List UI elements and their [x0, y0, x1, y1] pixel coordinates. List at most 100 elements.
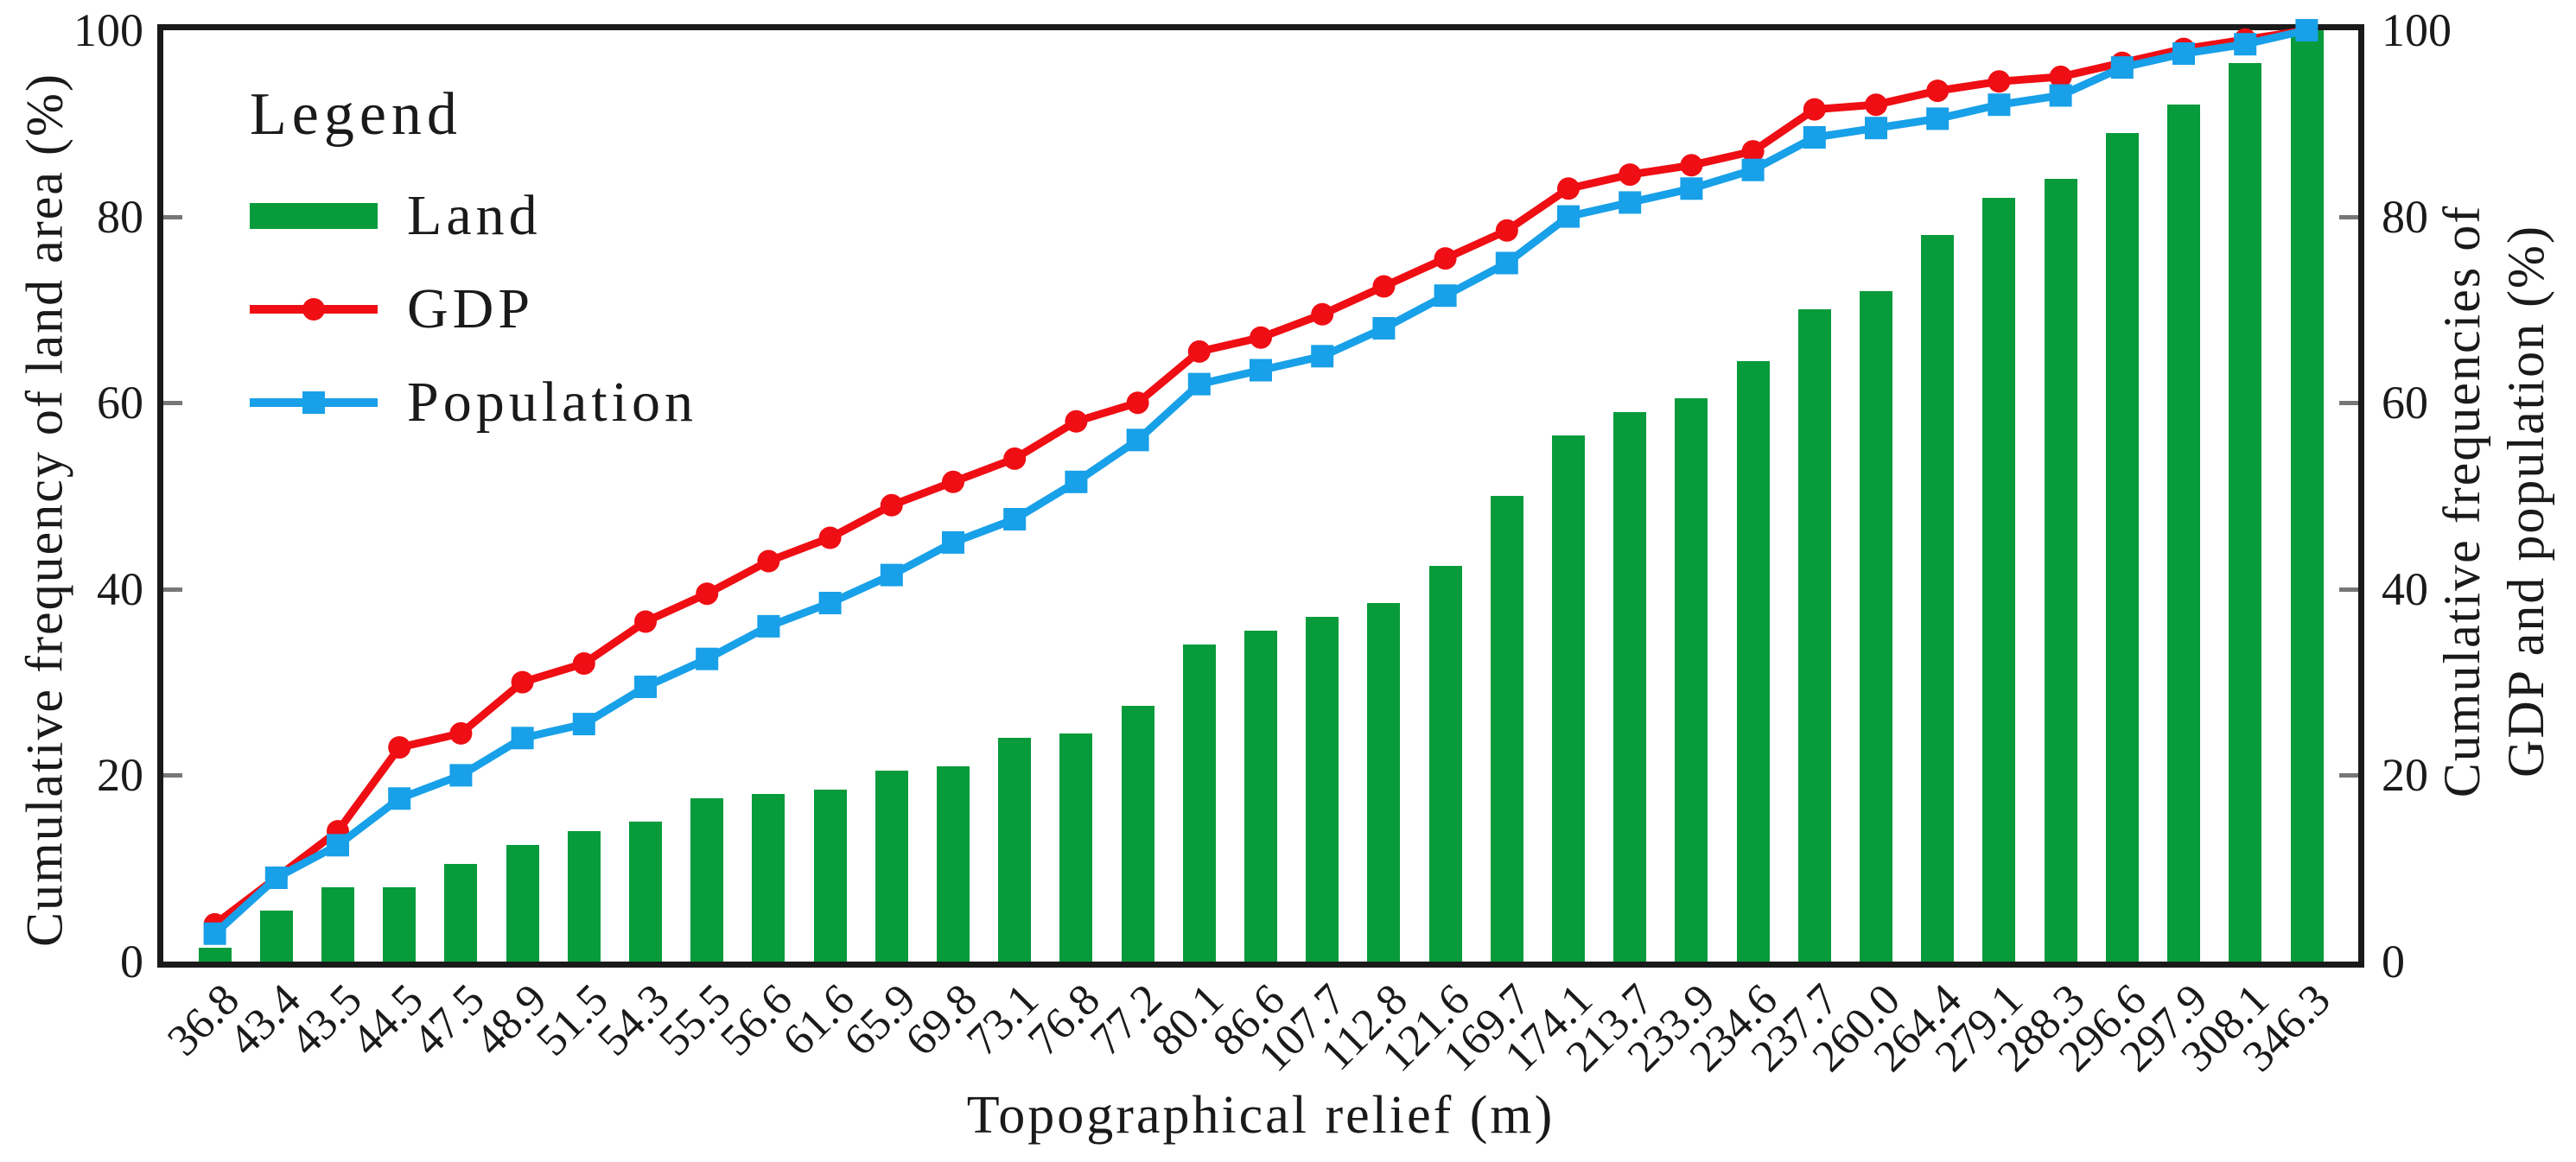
y-axis-right-tick-label: 0: [2382, 936, 2405, 987]
land-bar: [629, 822, 663, 962]
y-axis-title-right: Cumulative frequencies of GDP and popula…: [2430, 205, 2558, 797]
land-bar: [2105, 132, 2139, 962]
gdp-marker: [1926, 79, 1949, 103]
y-axis-title-right-line1: Cumulative frequencies of: [2433, 204, 2490, 798]
land-bar: [1736, 360, 1770, 962]
bar-slot: [1907, 30, 1969, 962]
legend-square-line-icon: [250, 384, 378, 421]
population-marker: [2234, 33, 2257, 56]
population-marker: [203, 922, 226, 945]
population-marker: [2049, 84, 2072, 107]
population-marker: [1065, 470, 1088, 493]
land-bar: [1367, 602, 1401, 962]
gdp-marker: [818, 526, 842, 549]
land-bar: [2044, 179, 2077, 962]
population-marker: [327, 834, 349, 857]
land-bar: [321, 886, 354, 962]
bar-slot: [1969, 30, 2030, 962]
y-axis-left-tick-label: 80: [97, 190, 143, 243]
axis-tickmark: [163, 773, 182, 778]
bar-slot: [1107, 30, 1168, 962]
gdp-marker: [1680, 154, 1703, 177]
land-bar: [1613, 411, 1647, 962]
land-bar: [1490, 496, 1523, 962]
y-axis-left-tick-label: 40: [97, 562, 143, 615]
bar-slot: [2276, 30, 2337, 962]
land-bar: [1428, 565, 1462, 962]
bars-layer: [163, 30, 2358, 962]
legend: Legend Land GDP Population: [250, 79, 697, 478]
population-marker: [264, 867, 288, 889]
gdp-marker: [1619, 163, 1642, 187]
gdp-marker: [2049, 65, 2072, 88]
population-marker: [880, 563, 903, 587]
population-marker: [1495, 251, 1518, 275]
land-bar: [1797, 309, 1831, 962]
bar-slot: [738, 30, 799, 962]
population-marker: [388, 787, 411, 810]
y-axis-left-tick-label: 0: [120, 936, 143, 987]
bar-slot: [492, 30, 553, 962]
population-marker: [2172, 42, 2195, 65]
land-bar: [259, 910, 293, 962]
bar-slot: [1845, 30, 1906, 962]
population-marker: [1557, 205, 1580, 228]
land-bar: [1306, 617, 1339, 962]
y-axis-right-tick-label: 40: [2382, 562, 2428, 615]
gdp-marker: [1557, 177, 1580, 200]
population-marker: [1865, 117, 1887, 140]
gdp-marker: [1434, 247, 1457, 270]
bar-slot: [984, 30, 1046, 962]
bar-slot: [677, 30, 738, 962]
y-axis-right-tick-label: 80: [2382, 190, 2428, 243]
legend-label: Population: [407, 371, 698, 434]
population-marker: [1988, 93, 2011, 117]
land-bar: [998, 738, 1032, 962]
legend-title: Legend: [250, 81, 462, 148]
land-bar: [1552, 435, 1586, 962]
plot-area: Legend Land GDP Population: [157, 19, 2364, 968]
gdp-marker: [696, 582, 719, 606]
gdp-marker: [880, 493, 903, 517]
gdp-marker: [511, 670, 534, 694]
population-marker: [1187, 372, 1211, 396]
gdp-marker: [942, 470, 964, 493]
population-marker: [1619, 191, 1642, 214]
gdp-marker: [1865, 93, 1887, 117]
bar-slot: [1600, 30, 1661, 962]
population-marker: [942, 530, 964, 554]
y-axis-left-tick-label: 60: [97, 377, 143, 429]
population-marker: [449, 764, 473, 787]
gdp-marker: [1988, 70, 2011, 93]
y-axis-title-right-line2: GDP and population (%): [2497, 224, 2554, 778]
population-marker: [1250, 359, 1272, 382]
y-axis-right-tick-label: 60: [2382, 377, 2428, 429]
land-bar: [1059, 733, 1093, 962]
y-axis-right-tick-label: 100: [2382, 4, 2452, 56]
bar-slot: [1415, 30, 1476, 962]
land-bar: [752, 793, 786, 962]
population-marker: [2110, 56, 2134, 79]
gdp-marker: [1126, 391, 1149, 415]
land-bar: [2229, 62, 2262, 962]
land-bar: [690, 798, 724, 962]
bar-slot: [614, 30, 676, 962]
legend-item-land: Land: [250, 184, 697, 247]
legend-item-population: Population: [250, 371, 697, 434]
gdp-marker: [1311, 302, 1334, 326]
bar-slot: [430, 30, 492, 962]
population-marker: [757, 614, 780, 638]
bar-slot: [2215, 30, 2276, 962]
land-bar: [506, 845, 539, 962]
bar-slot: [184, 30, 245, 962]
land-bar: [1921, 235, 1955, 962]
bar-slot: [1476, 30, 1537, 962]
land-bar: [1675, 397, 1708, 962]
gdp-marker: [572, 652, 595, 675]
population-marker: [634, 676, 657, 698]
legend-item-gdp: GDP: [250, 277, 697, 340]
population-marker: [1680, 177, 1703, 200]
bar-slot: [1784, 30, 1845, 962]
axis-tickmark: [2339, 773, 2358, 778]
